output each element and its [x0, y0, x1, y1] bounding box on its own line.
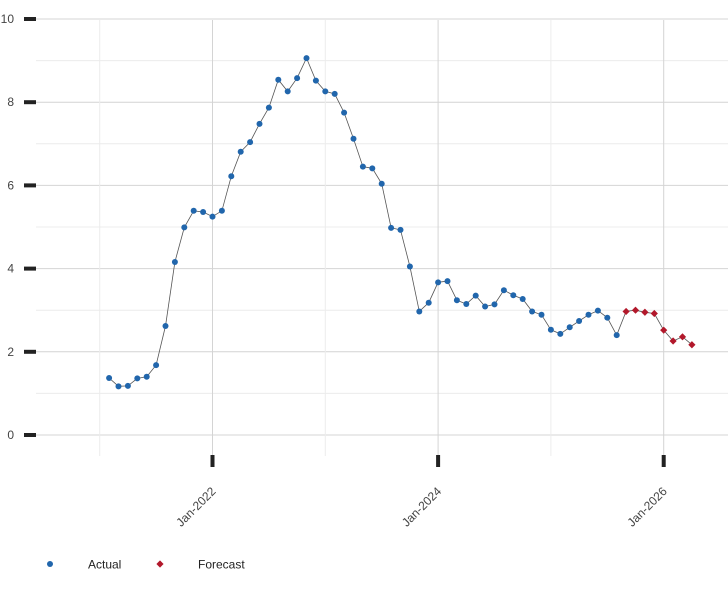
- actual-point: [162, 323, 169, 330]
- series-connector-line: [108, 57, 693, 387]
- actual-point: [143, 373, 150, 380]
- actual-point: [275, 76, 282, 83]
- actual-point: [547, 326, 554, 333]
- actual-point: [218, 207, 225, 214]
- forecast-point: [631, 306, 640, 314]
- series-lines: [108, 57, 693, 387]
- actual-point: [435, 279, 442, 286]
- actual-point: [397, 226, 404, 233]
- actual-point: [190, 207, 197, 214]
- actual-point: [585, 311, 592, 318]
- forecast-point: [669, 337, 677, 345]
- actual-point: [491, 301, 498, 308]
- actual-point: [388, 224, 395, 231]
- actual-point: [425, 299, 432, 306]
- actual-point: [566, 324, 573, 331]
- actual-point: [256, 120, 263, 127]
- legend-forecast-swatch: [156, 560, 164, 568]
- actual-point: [153, 362, 160, 369]
- actual-point: [529, 308, 536, 315]
- actual-point: [331, 90, 338, 97]
- y-tick-label: 6: [7, 178, 14, 192]
- actual-point: [463, 300, 470, 307]
- actual-point: [510, 292, 517, 299]
- legend-actual-label: Actual: [88, 558, 121, 572]
- actual-point: [594, 307, 601, 314]
- actual-point: [228, 173, 235, 180]
- x-tick-label: Jan-2026: [625, 484, 671, 530]
- actual-point: [519, 295, 526, 302]
- actual-point: [406, 263, 413, 270]
- actual-point: [557, 330, 564, 337]
- forecast-point: [688, 341, 696, 349]
- actual-point: [106, 375, 113, 382]
- actual-point: [359, 163, 366, 170]
- actual-point: [124, 382, 131, 389]
- x-tick-label: Jan-2024: [399, 484, 445, 530]
- legend-actual-swatch: [47, 561, 53, 567]
- actual-point: [171, 258, 178, 265]
- y-tick-label: 10: [1, 12, 15, 26]
- actual-point: [538, 311, 545, 318]
- actual-point: [209, 213, 216, 220]
- actual-point: [604, 314, 611, 321]
- actual-point: [200, 209, 207, 216]
- y-tick-label: 2: [7, 345, 14, 359]
- y-tick-label: 8: [7, 95, 14, 109]
- y-tick-label: 4: [7, 262, 14, 276]
- x-tick-label: Jan-2022: [173, 484, 219, 530]
- forecast-point: [650, 309, 658, 318]
- axes: 0 2 4 6 8 10 Jan-2022 Jan-2024 Jan-2026: [1, 12, 670, 530]
- actual-point: [181, 224, 188, 231]
- actual-point: [453, 297, 460, 304]
- actual-point: [472, 292, 479, 299]
- actual-point: [322, 88, 329, 95]
- forecast-point: [660, 326, 668, 334]
- actual-point: [378, 180, 385, 187]
- actual-point: [416, 308, 423, 315]
- actual-point: [613, 332, 620, 339]
- forecast-point: [622, 307, 630, 316]
- actual-point: [444, 278, 451, 285]
- actual-point: [312, 77, 319, 84]
- legend: Actual Forecast: [47, 558, 245, 572]
- actual-point: [247, 139, 254, 146]
- forecast-point: [641, 308, 649, 316]
- actual-point: [482, 303, 489, 310]
- actual-point: [369, 165, 376, 172]
- legend-forecast-label: Forecast: [198, 558, 245, 572]
- forecast-point: [678, 333, 687, 341]
- data-points: [106, 55, 696, 390]
- actual-point: [576, 318, 583, 325]
- actual-point: [341, 109, 348, 116]
- y-tick-label: 0: [7, 428, 14, 442]
- actual-point: [265, 104, 272, 111]
- actual-point: [237, 148, 244, 155]
- actual-point: [294, 75, 301, 82]
- actual-point: [284, 88, 291, 95]
- actual-point: [115, 383, 122, 390]
- actual-point: [500, 287, 507, 294]
- actual-point: [303, 55, 310, 62]
- gridlines: [36, 18, 728, 456]
- actual-point: [134, 375, 141, 382]
- actual-point: [350, 135, 357, 142]
